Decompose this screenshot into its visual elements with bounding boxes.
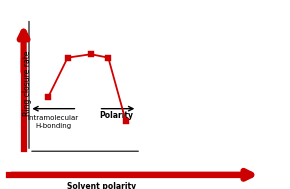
Text: Polarity: Polarity (99, 111, 133, 120)
Text: Ring closure rate: Ring closure rate (23, 50, 32, 116)
Text: Solvent polarity: Solvent polarity (67, 182, 136, 189)
Text: Intramolecular
H-bonding: Intramolecular H-bonding (28, 115, 79, 129)
